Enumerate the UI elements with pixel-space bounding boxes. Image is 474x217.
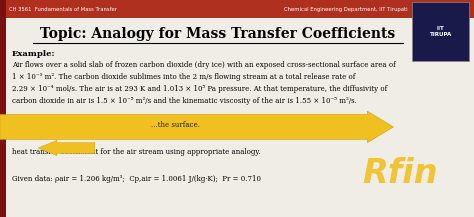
Text: Topic: Analogy for Mass Transfer Coefficients: Topic: Analogy for Mass Transfer Coeffic… bbox=[40, 27, 396, 41]
Bar bbox=[0, 0, 474, 18]
Text: CH 3561  Fundamentals of Mass Transfer: CH 3561 Fundamentals of Mass Transfer bbox=[9, 7, 118, 12]
Text: Given data: ρair = 1.206 kg/m³;  Cp,air = 1.0061 J/(kg·K);  Pr = 0.710: Given data: ρair = 1.206 kg/m³; Cp,air =… bbox=[12, 175, 261, 183]
FancyArrow shape bbox=[0, 111, 393, 143]
Text: IIT
TIRUPA: IIT TIRUPA bbox=[430, 26, 452, 37]
Text: heat transfer coefficient for the air stream using appropriate analogy.: heat transfer coefficient for the air st… bbox=[12, 148, 261, 156]
Text: Example:: Example: bbox=[12, 50, 55, 58]
Text: ...the surface.: ...the surface. bbox=[151, 122, 200, 129]
Bar bbox=[412, 2, 469, 61]
Text: 2.29 × 10⁻⁴ mol/s. The air is at 293 K and 1.013 × 10⁵ Pa pressure. At that temp: 2.29 × 10⁻⁴ mol/s. The air is at 293 K a… bbox=[12, 85, 387, 93]
Text: Rfin: Rfin bbox=[363, 157, 438, 190]
Text: 1 × 10⁻³ m². The carbon dioxide sublimes into the 2 m/s flowing stream at a tota: 1 × 10⁻³ m². The carbon dioxide sublimes… bbox=[12, 73, 355, 81]
Bar bbox=[0, 0, 6, 217]
FancyArrow shape bbox=[38, 140, 95, 156]
Text: Air flows over a solid slab of frozen carbon dioxide (dry ice) with an exposed c: Air flows over a solid slab of frozen ca… bbox=[12, 61, 396, 69]
Text: Chemical Engineering Department, IIT Tirupati: Chemical Engineering Department, IIT Tir… bbox=[284, 7, 408, 12]
Text: carbon dioxide in air is 1.5 × 10⁻⁵ m²/s and the kinematic viscosity of the air : carbon dioxide in air is 1.5 × 10⁻⁵ m²/s… bbox=[12, 97, 357, 105]
